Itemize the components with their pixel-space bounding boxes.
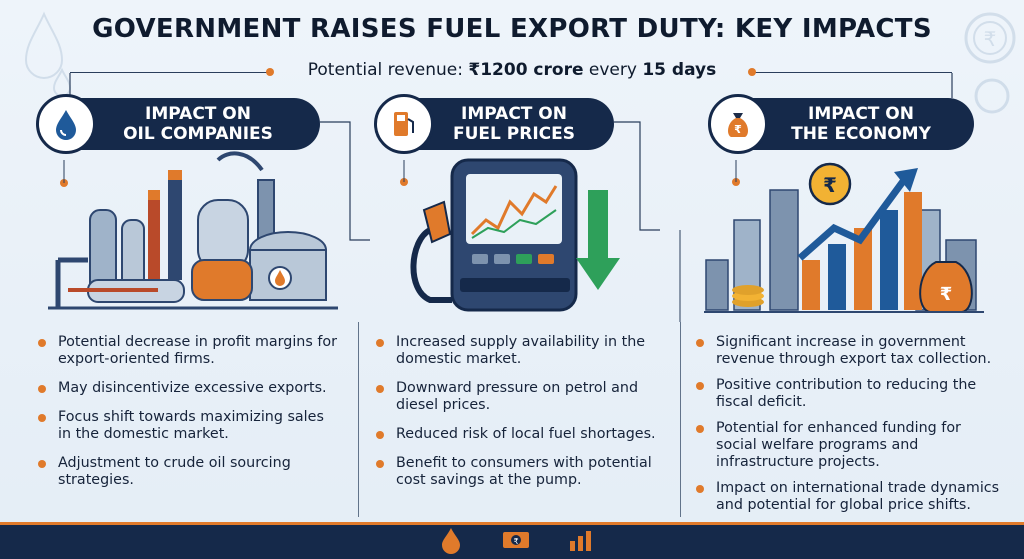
subtitle-dot-right xyxy=(748,68,756,76)
bullet-text: Reduced risk of local fuel shortages. xyxy=(396,426,656,442)
header-oil-companies: IMPACT ON OIL COMPANIES xyxy=(36,94,320,154)
bullet-dot xyxy=(696,485,704,493)
bullet-dot xyxy=(376,431,384,439)
list-item: Downward pressure on petrol and diesel p… xyxy=(376,380,666,414)
bullet-text: Benefit to consumers with potential cost… xyxy=(396,455,652,488)
oil-companies-bullets: Potential decrease in profit margins for… xyxy=(38,334,338,501)
svg-text:₹: ₹ xyxy=(984,27,997,51)
refinery-illustration xyxy=(48,151,338,310)
list-item: Benefit to consumers with potential cost… xyxy=(376,455,666,489)
revenue-subtitle: Potential revenue: ₹1200 crore every 15 … xyxy=(0,60,1024,80)
bullet-dot xyxy=(376,460,384,468)
svg-text:₹: ₹ xyxy=(513,537,518,546)
header-economy: ₹ IMPACT ON THE ECONOMY xyxy=(708,94,974,154)
fuel-pump-illustration xyxy=(410,158,620,312)
list-item: Potential decrease in profit margins for… xyxy=(38,334,338,368)
fuel-prices-bullets: Increased supply availability in the dom… xyxy=(376,334,666,501)
bullet-dot xyxy=(38,385,46,393)
svg-text:₹: ₹ xyxy=(940,284,953,305)
footer-icons: ₹ xyxy=(436,524,596,556)
bullet-dot xyxy=(696,382,704,390)
divider-right xyxy=(680,322,681,517)
connector-lines xyxy=(60,73,953,322)
subtitle-amount: ₹1200 crore xyxy=(468,60,584,80)
footer-stripe xyxy=(0,522,1024,525)
header-fuel-prices-label: IMPACT ON FUEL PRICES xyxy=(453,104,575,144)
list-item: Focus shift towards maximizing sales in … xyxy=(38,409,338,443)
bullet-text: Increased supply availability in the dom… xyxy=(396,334,646,367)
bullet-text: May disincentivize excessive exports. xyxy=(58,380,327,396)
bullet-dot xyxy=(38,339,46,347)
subtitle-middle: every xyxy=(583,60,643,80)
bullet-dot xyxy=(38,460,46,468)
economy-growth-illustration: ₹ ₹ xyxy=(704,162,984,313)
bullet-dot xyxy=(376,339,384,347)
svg-text:₹: ₹ xyxy=(734,123,742,136)
bullet-text: Positive contribution to reducing the fi… xyxy=(716,377,977,410)
bullet-dot xyxy=(38,414,46,422)
money-bill-icon: ₹ xyxy=(501,525,531,555)
subtitle-period: 15 days xyxy=(642,60,717,80)
gear-rupee-decor-icon: ₹ xyxy=(964,12,1016,114)
bullet-text: Potential for enhanced funding for socia… xyxy=(716,420,961,470)
economy-bullets: Significant increase in government reven… xyxy=(696,334,1002,514)
list-item: Adjustment to crude oil sourcing strateg… xyxy=(38,455,338,489)
money-bag-icon: ₹ xyxy=(708,94,768,154)
list-item: May disincentivize excessive exports. xyxy=(38,380,338,397)
subtitle-prefix: Potential revenue: xyxy=(307,60,469,80)
bullet-dot xyxy=(376,385,384,393)
list-item: Reduced risk of local fuel shortages. xyxy=(376,426,666,443)
list-item: Impact on international trade dynamics a… xyxy=(696,480,1002,514)
header-economy-label: IMPACT ON THE ECONOMY xyxy=(791,104,931,144)
list-item: Potential for enhanced funding for socia… xyxy=(696,420,1002,471)
header-fuel-prices: IMPACT ON FUEL PRICES xyxy=(374,94,614,154)
bullet-text: Adjustment to crude oil sourcing strateg… xyxy=(58,455,291,488)
bullet-text: Potential decrease in profit margins for… xyxy=(58,334,338,367)
list-item: Positive contribution to reducing the fi… xyxy=(696,377,1002,411)
list-item: Increased supply availability in the dom… xyxy=(376,334,666,368)
subtitle-dot-left xyxy=(266,68,274,76)
bullet-text: Downward pressure on petrol and diesel p… xyxy=(396,380,639,413)
divider-left xyxy=(358,322,359,517)
fuel-pump-icon xyxy=(374,94,434,154)
svg-text:₹: ₹ xyxy=(823,173,837,197)
subtitle-line-right xyxy=(752,72,952,73)
oil-drop-icon xyxy=(436,525,466,555)
header-oil-companies-label: IMPACT ON OIL COMPANIES xyxy=(123,104,273,144)
oil-drop-icon xyxy=(36,94,96,154)
list-item: Significant increase in government reven… xyxy=(696,334,1002,368)
bullet-dot xyxy=(696,425,704,433)
bullet-text: Significant increase in government reven… xyxy=(716,334,992,367)
page-title: GOVERNMENT RAISES FUEL EXPORT DUTY: KEY … xyxy=(92,14,932,44)
bullet-text: Focus shift towards maximizing sales in … xyxy=(58,409,324,442)
subtitle-line-left xyxy=(70,72,270,73)
bullet-dot xyxy=(696,339,704,347)
bullet-text: Impact on international trade dynamics a… xyxy=(716,480,1000,513)
bar-chart-icon xyxy=(566,525,596,555)
